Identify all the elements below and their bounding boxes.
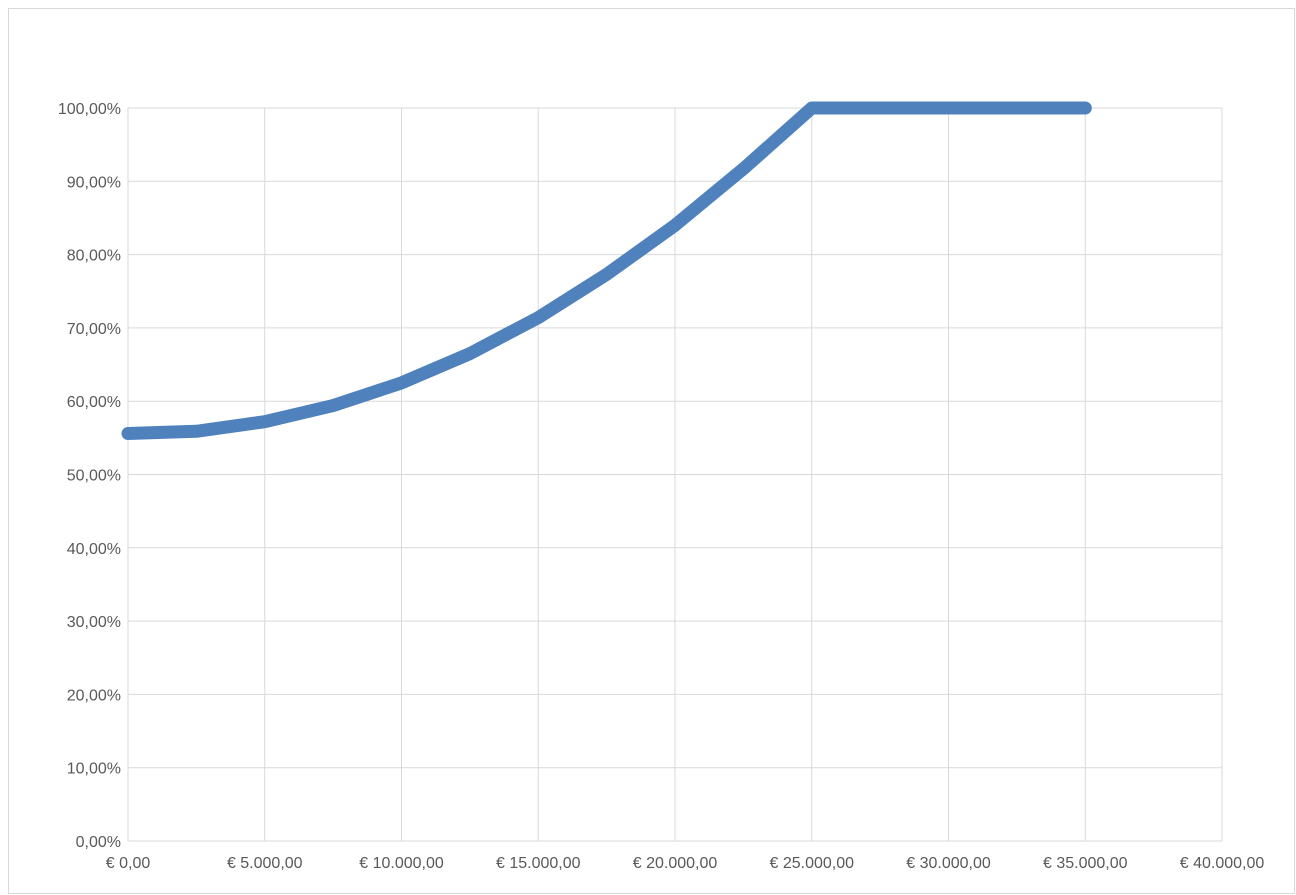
x-axis-tick-labels: € 0,00 € 5.000,00 € 10.000,00 € 15.000,00 € … bbox=[106, 855, 1265, 872]
x-tick-label: € 25.000,00 bbox=[769, 855, 854, 872]
y-tick-label: 30,00% bbox=[67, 614, 121, 631]
x-tick-label: € 20.000,00 bbox=[633, 855, 718, 872]
y-tick-label: 10,00% bbox=[67, 761, 121, 778]
series-lines bbox=[121, 101, 1092, 440]
y-tick-label: 60,00% bbox=[67, 394, 121, 411]
y-tick-label: 40,00% bbox=[67, 541, 121, 558]
y-tick-label: 80,00% bbox=[67, 248, 121, 265]
chart-frame: 0,00% 10,00% 20,00% 30,00% 40,00% 50,00% 60,00… bbox=[8, 8, 1295, 894]
y-tick-label: 20,00% bbox=[67, 687, 121, 704]
y-tick-label: 100,00% bbox=[58, 101, 121, 118]
y-tick-label: 0,00% bbox=[76, 834, 121, 851]
y-tick-label: 50,00% bbox=[67, 468, 121, 485]
grid-lines bbox=[127, 107, 1223, 842]
x-tick-label: € 35.000,00 bbox=[1043, 855, 1128, 872]
y-axis-tick-labels: 0,00% 10,00% 20,00% 30,00% 40,00% 50,00% 60,00… bbox=[58, 101, 121, 851]
x-tick-label: € 30.000,00 bbox=[906, 855, 991, 872]
x-tick-label: € 15.000,00 bbox=[496, 855, 581, 872]
x-tick-label: € 10.000,00 bbox=[359, 855, 444, 872]
x-tick-label: € 5.000,00 bbox=[227, 855, 303, 872]
y-tick-label: 90,00% bbox=[67, 174, 121, 191]
x-tick-label: € 40.000,00 bbox=[1180, 855, 1265, 872]
y-tick-label: 70,00% bbox=[67, 321, 121, 338]
line-chart: 0,00% 10,00% 20,00% 30,00% 40,00% 50,00% 60,00… bbox=[58, 101, 1265, 872]
series-line bbox=[121, 101, 1092, 440]
x-tick-label: € 0,00 bbox=[106, 855, 151, 872]
